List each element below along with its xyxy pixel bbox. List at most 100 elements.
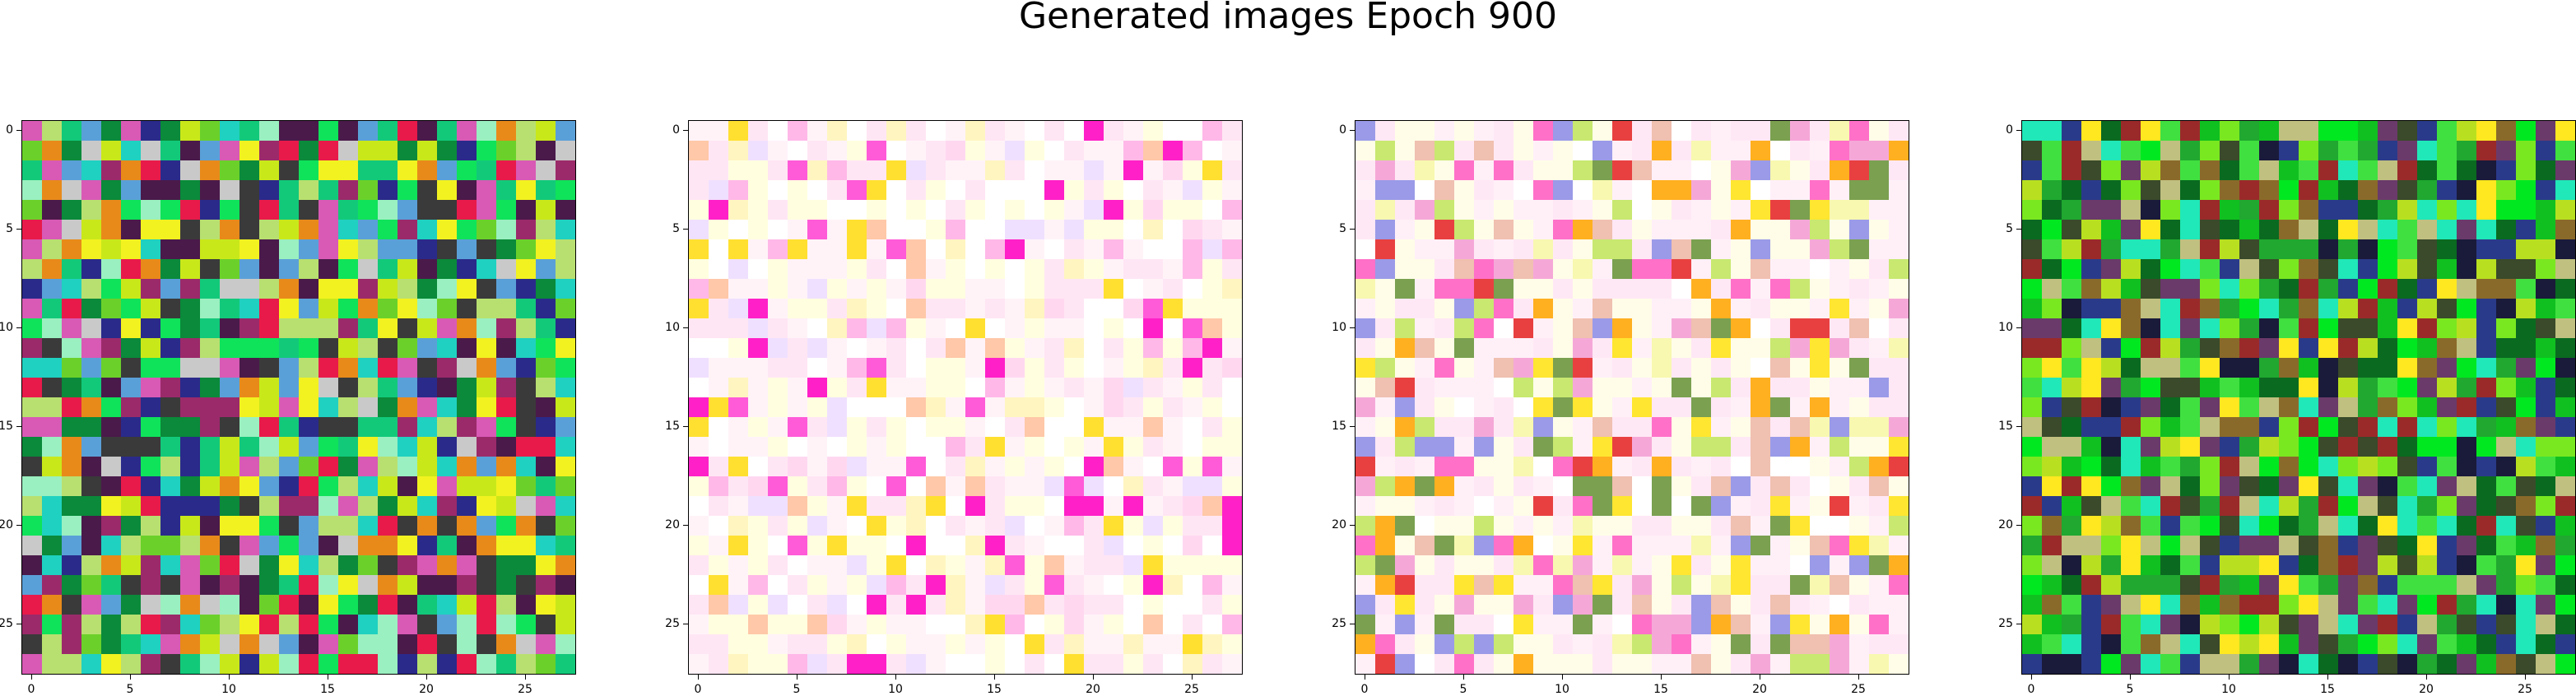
pixel <box>42 437 63 457</box>
pixel <box>1123 279 1144 299</box>
pixel <box>985 595 1006 615</box>
pixel <box>299 160 319 181</box>
pixel <box>2516 200 2536 220</box>
pixel <box>1183 358 1203 378</box>
pixel <box>2397 200 2418 220</box>
pixel <box>2042 299 2062 319</box>
pixel <box>1395 615 1416 635</box>
x-tick <box>1660 675 1662 680</box>
pixel <box>2062 595 2082 615</box>
pixel <box>788 615 808 635</box>
pixel <box>2259 536 2280 556</box>
x-tick-label: 0 <box>2027 683 2035 696</box>
pixel <box>709 121 729 142</box>
y-tick-label: 10 <box>1998 321 2013 334</box>
pixel <box>2022 615 2043 635</box>
pixel <box>847 654 867 674</box>
pixel <box>1593 279 1613 299</box>
pixel <box>2417 259 2438 280</box>
pixel <box>417 476 438 497</box>
pixel <box>2536 397 2556 418</box>
pixel <box>2180 200 2201 220</box>
pixel <box>1434 457 1455 477</box>
pixel <box>985 160 1006 181</box>
pixel <box>1355 634 1376 655</box>
y-tick-label: 10 <box>665 321 680 334</box>
pixel <box>2022 200 2043 220</box>
pixel <box>807 615 828 635</box>
pixel <box>2101 378 2122 398</box>
pixel <box>2378 417 2398 438</box>
pixel <box>1711 141 1732 161</box>
pixel <box>1183 417 1203 438</box>
pixel <box>1652 160 1672 181</box>
pixel <box>1123 476 1144 497</box>
pixel <box>1454 476 1475 497</box>
pixel <box>1889 555 1909 576</box>
pixel <box>121 634 142 655</box>
pixel <box>965 516 986 536</box>
pixel <box>1044 279 1065 299</box>
pixel <box>2318 358 2339 378</box>
pixel <box>1731 575 1751 596</box>
pixel <box>1434 555 1455 576</box>
pixel <box>847 397 867 418</box>
pixel <box>2476 358 2497 378</box>
pixel <box>1084 595 1104 615</box>
pixel <box>1044 476 1065 497</box>
pixel <box>1889 575 1909 596</box>
pixel <box>2141 239 2161 260</box>
pixel <box>2338 516 2359 536</box>
pixel <box>2338 654 2359 674</box>
pixel <box>1889 634 1909 655</box>
pixel <box>2555 476 2575 497</box>
pixel <box>1691 279 1712 299</box>
pixel <box>121 358 142 378</box>
pixel <box>42 417 63 438</box>
pixel <box>985 417 1006 438</box>
pixel <box>437 299 458 319</box>
pixel <box>1810 615 1830 635</box>
pixel <box>279 417 300 438</box>
pixel <box>1632 536 1653 556</box>
pixel <box>2220 417 2240 438</box>
pixel <box>1751 437 1771 457</box>
pixel <box>1025 634 1045 655</box>
pixel <box>1770 121 1791 142</box>
pixel <box>788 654 808 674</box>
y-tick-label: 0 <box>2006 123 2013 137</box>
pixel <box>299 121 319 142</box>
pixel <box>1005 516 1025 536</box>
pixel <box>827 555 848 576</box>
pixel <box>1632 318 1653 339</box>
pixel <box>2259 575 2280 596</box>
pixel <box>728 496 749 517</box>
pixel <box>279 476 300 497</box>
pixel <box>1005 239 1025 260</box>
pixel <box>457 397 477 418</box>
pixel <box>2180 141 2201 161</box>
pixel <box>1044 121 1065 142</box>
pixel <box>220 417 240 438</box>
pixel <box>946 555 966 576</box>
pixel <box>1770 160 1791 181</box>
pixel <box>886 180 907 201</box>
pixel <box>1025 457 1045 477</box>
pixel <box>62 318 82 339</box>
pixel <box>141 299 161 319</box>
pixel <box>1553 516 1574 536</box>
pixel <box>2338 338 2359 359</box>
pixel <box>477 200 497 220</box>
pixel <box>259 417 280 438</box>
pixel <box>1395 180 1416 201</box>
pixel <box>1084 437 1104 457</box>
pixel <box>1770 180 1791 201</box>
pixel <box>417 516 438 536</box>
pixel <box>2378 121 2398 142</box>
pixel <box>121 555 142 576</box>
pixel <box>101 259 122 280</box>
pixel <box>2180 654 2201 674</box>
pixel <box>788 378 808 398</box>
x-tick-label: 25 <box>1184 683 1199 696</box>
pixel <box>2042 476 2062 497</box>
